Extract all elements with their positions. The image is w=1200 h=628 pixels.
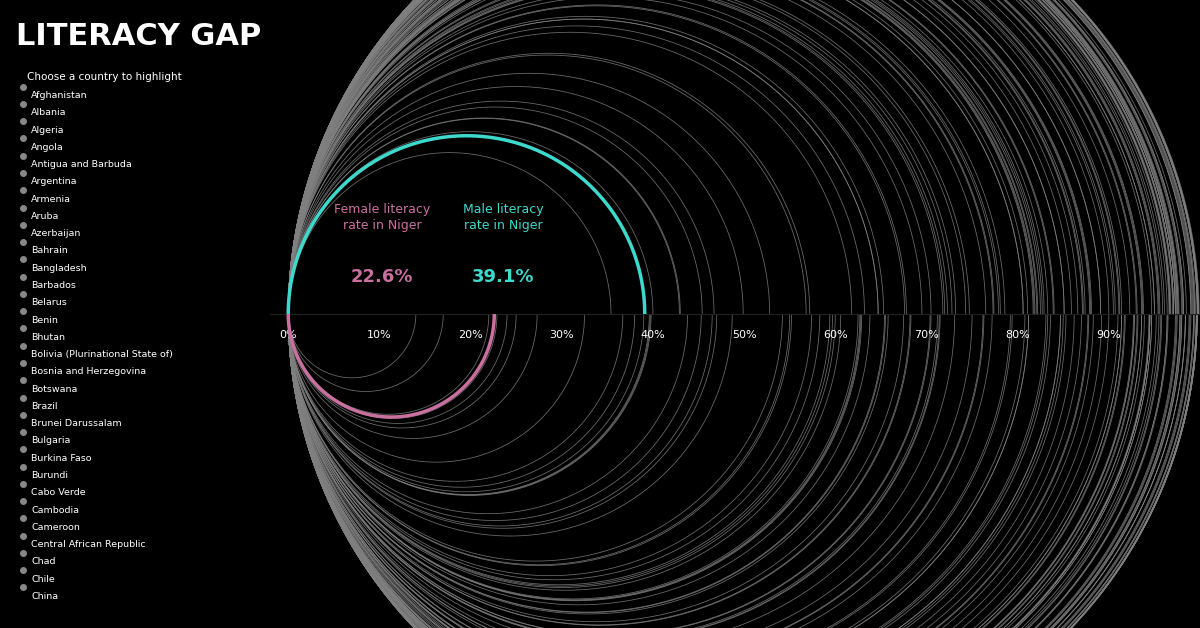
Text: Afghanistan: Afghanistan — [31, 91, 88, 100]
Text: Bolivia (Plurinational State of): Bolivia (Plurinational State of) — [31, 350, 173, 359]
Text: Benin: Benin — [31, 315, 58, 325]
Text: LITERACY GAP: LITERACY GAP — [17, 22, 262, 51]
Text: Bhutan: Bhutan — [31, 333, 65, 342]
Text: 40%: 40% — [641, 330, 665, 340]
Text: 80%: 80% — [1006, 330, 1030, 340]
Text: 30%: 30% — [550, 330, 574, 340]
Text: Bulgaria: Bulgaria — [31, 436, 71, 445]
Text: 10%: 10% — [367, 330, 391, 340]
Text: Bosnia and Herzegovina: Bosnia and Herzegovina — [31, 367, 146, 376]
Text: 0%: 0% — [280, 330, 298, 340]
Text: Algeria: Algeria — [31, 126, 65, 134]
Text: Barbados: Barbados — [31, 281, 76, 290]
Text: Chad: Chad — [31, 558, 55, 566]
Text: Burundi: Burundi — [31, 471, 68, 480]
Text: Belarus: Belarus — [31, 298, 67, 307]
Text: Botswana: Botswana — [31, 384, 78, 394]
Text: Cabo Verde: Cabo Verde — [31, 489, 85, 497]
Text: 22.6%: 22.6% — [350, 268, 413, 286]
Text: 20%: 20% — [458, 330, 482, 340]
Text: 90%: 90% — [1097, 330, 1121, 340]
Text: Antigua and Barbuda: Antigua and Barbuda — [31, 160, 132, 169]
Text: 70%: 70% — [914, 330, 938, 340]
Text: Female literacy
rate in Niger: Female literacy rate in Niger — [334, 203, 431, 232]
Text: Argentina: Argentina — [31, 177, 78, 187]
Text: Brazil: Brazil — [31, 402, 58, 411]
Text: Bahrain: Bahrain — [31, 247, 67, 256]
Text: 39.1%: 39.1% — [472, 268, 534, 286]
Text: Burkina Faso: Burkina Faso — [31, 453, 91, 463]
Text: Choose a country to highlight: Choose a country to highlight — [28, 72, 181, 82]
Text: Male literacy
rate in Niger: Male literacy rate in Niger — [463, 203, 544, 232]
Text: Brunei Darussalam: Brunei Darussalam — [31, 420, 121, 428]
Text: Aruba: Aruba — [31, 212, 60, 221]
Text: 50%: 50% — [732, 330, 756, 340]
Text: Angola: Angola — [31, 143, 64, 152]
Text: China: China — [31, 592, 58, 601]
Text: Azerbaijan: Azerbaijan — [31, 229, 82, 238]
Text: Bangladesh: Bangladesh — [31, 264, 86, 273]
Text: Central African Republic: Central African Republic — [31, 540, 145, 549]
Text: Chile: Chile — [31, 575, 55, 583]
Text: Cameroon: Cameroon — [31, 522, 80, 532]
Text: Armenia: Armenia — [31, 195, 71, 203]
Text: 60%: 60% — [823, 330, 847, 340]
Text: Cambodia: Cambodia — [31, 506, 79, 514]
Text: Albania: Albania — [31, 108, 66, 117]
